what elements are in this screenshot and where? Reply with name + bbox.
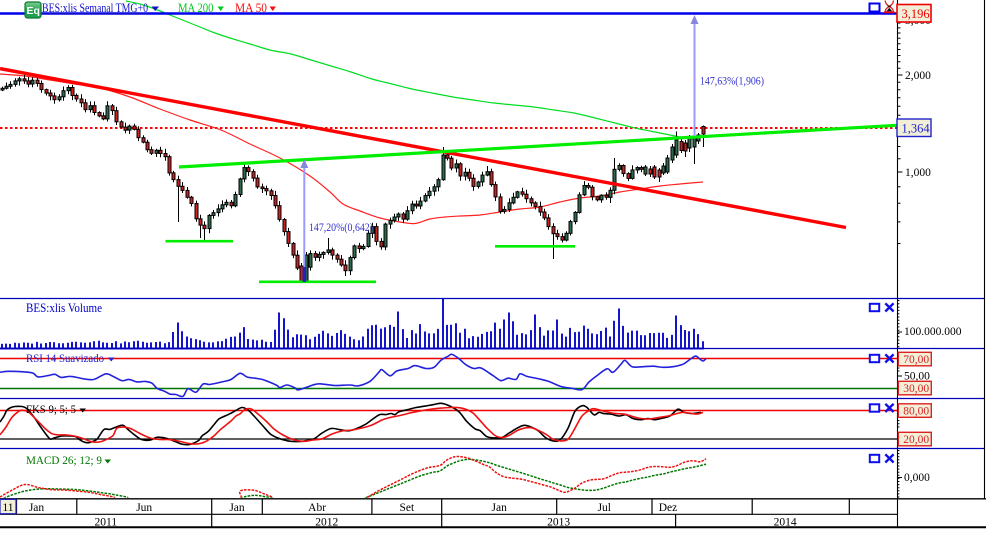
- svg-text:2011: 2011: [95, 517, 118, 529]
- svg-text:2012: 2012: [315, 517, 338, 529]
- svg-text:FKS 9; 5; 5: FKS 9; 5; 5: [26, 402, 76, 416]
- svg-text:147,20%(0,642): 147,20%(0,642): [309, 222, 373, 234]
- svg-text:80,00: 80,00: [903, 406, 929, 418]
- svg-text:Set: Set: [399, 502, 415, 514]
- svg-text:1,364: 1,364: [902, 122, 931, 136]
- svg-text:100.000.000: 100.000.000: [904, 326, 962, 338]
- svg-text:Eq: Eq: [26, 5, 39, 17]
- svg-text:Jan: Jan: [492, 502, 508, 514]
- svg-text:3,196: 3,196: [902, 7, 930, 21]
- svg-text:Dez: Dez: [659, 502, 678, 514]
- svg-text:BES:xlis Semanal TMG+0: BES:xlis Semanal TMG+0: [42, 0, 148, 15]
- svg-text:2,000: 2,000: [905, 70, 931, 82]
- svg-text:2013: 2013: [547, 517, 570, 529]
- svg-text:Abr: Abr: [308, 502, 326, 514]
- svg-text:Jan: Jan: [29, 502, 45, 514]
- svg-text:RSI 14 Suavizado: RSI 14 Suavizado: [26, 351, 104, 365]
- svg-text:0,000: 0,000: [904, 472, 930, 484]
- svg-text:Jul: Jul: [598, 502, 611, 514]
- svg-text:20,00: 20,00: [903, 434, 929, 446]
- svg-text:MA 200: MA 200: [178, 0, 214, 15]
- svg-text:Jun: Jun: [136, 502, 152, 514]
- svg-text:50,00: 50,00: [904, 371, 930, 383]
- svg-text:MACD 26; 12; 9: MACD 26; 12; 9: [26, 453, 102, 467]
- svg-text:2014: 2014: [774, 517, 797, 529]
- svg-text:70,00: 70,00: [903, 354, 929, 366]
- svg-text:BES:xlis Volume: BES:xlis Volume: [26, 301, 102, 315]
- svg-text:30,00: 30,00: [903, 383, 929, 395]
- svg-text:MA 50: MA 50: [235, 0, 267, 15]
- svg-text:Jan: Jan: [229, 502, 245, 514]
- svg-text:1,000: 1,000: [905, 167, 931, 179]
- svg-text:147,63%(1,906): 147,63%(1,906): [700, 76, 764, 88]
- svg-text:11: 11: [2, 502, 13, 514]
